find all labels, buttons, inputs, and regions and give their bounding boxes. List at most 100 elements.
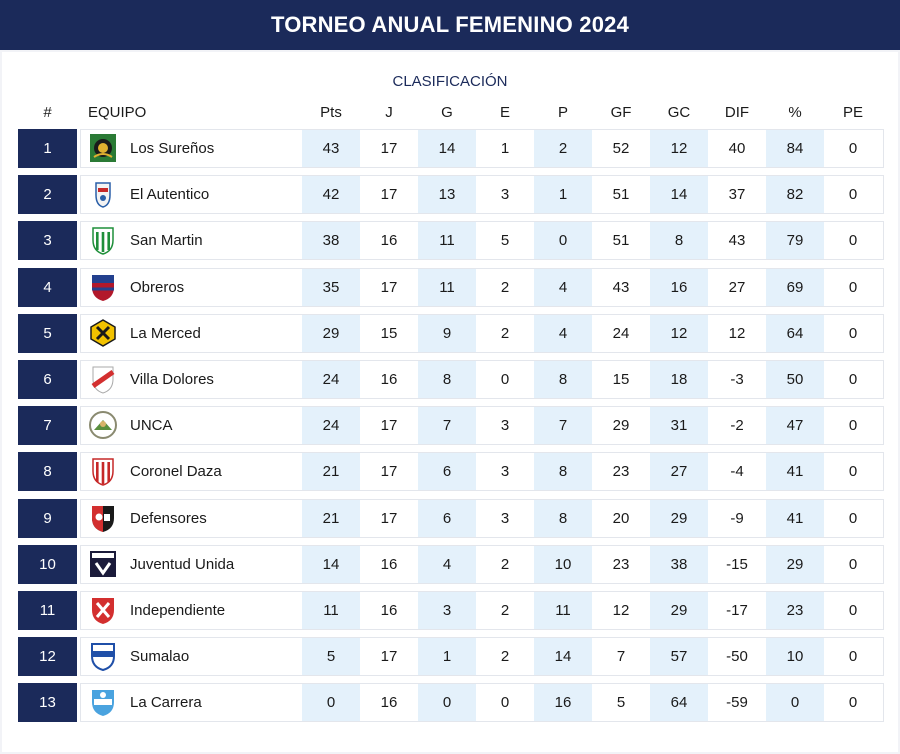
stat-cell-gc: 29 <box>650 500 708 537</box>
stat-cell-dif: -2 <box>730 417 744 434</box>
col-header-e: E <box>499 104 510 121</box>
stat-cell-pe: 0 <box>848 232 858 249</box>
stat-cell-gf: 7 <box>616 648 626 665</box>
stat-cell-p: 2 <box>534 130 592 167</box>
team-row-box <box>80 499 884 538</box>
stat-cell-gf: 5 <box>616 694 626 711</box>
stat-cell-gf: 20 <box>612 510 630 527</box>
team-name: La Carrera <box>130 694 202 711</box>
stat-cell-dif: 43 <box>728 232 746 249</box>
stat-cell-pts: 24 <box>302 361 360 398</box>
stat-cell-p: 8 <box>534 500 592 537</box>
stat-cell-gf: 51 <box>612 232 630 249</box>
team-name: Sumalao <box>130 648 190 665</box>
stat-cell-pts: 0 <box>302 684 360 721</box>
stat-cell-dif: -50 <box>726 648 748 665</box>
stat-cell-p: 8 <box>534 453 592 490</box>
stat-cell-pe: 0 <box>848 463 858 480</box>
col-header-g: G <box>441 104 453 121</box>
stat-cell-gf: 15 <box>612 371 630 388</box>
position-cell: 10 <box>18 545 77 584</box>
stat-cell-e: 0 <box>500 694 510 711</box>
stat-cell-gf: 29 <box>612 417 630 434</box>
standings-card: CLASIFICACIÓN # EQUIPO Pts J G E P GF GC… <box>2 52 898 752</box>
stat-cell-g: 1 <box>418 638 476 675</box>
stat-cell-gf: 24 <box>612 325 630 342</box>
stat-cell-gc: 12 <box>650 130 708 167</box>
stat-cell-gc: 14 <box>650 176 708 213</box>
stat-cell-dif: 12 <box>728 325 746 342</box>
stat-cell-pct: 64 <box>766 315 824 352</box>
team-name: Los Sureños <box>130 140 215 157</box>
stat-cell-g: 3 <box>418 592 476 629</box>
stat-cell-gc: 38 <box>650 546 708 583</box>
stat-cell-gc: 29 <box>650 592 708 629</box>
stat-cell-p: 14 <box>534 638 592 675</box>
team-name: Coronel Daza <box>130 463 222 480</box>
stat-cell-gc: 31 <box>650 407 708 444</box>
stat-cell-dif: -59 <box>726 694 748 711</box>
stat-cell-j: 16 <box>380 602 398 619</box>
stat-cell-e: 2 <box>500 325 510 342</box>
team-name: Juventud Unida <box>130 556 235 573</box>
stat-cell-dif: -9 <box>730 510 744 527</box>
san-martin-crest-icon <box>92 227 114 255</box>
col-header-pct: % <box>788 104 802 121</box>
stat-cell-p: 16 <box>534 684 592 721</box>
stat-cell-e: 2 <box>500 648 510 665</box>
stat-cell-pe: 0 <box>848 371 858 388</box>
stat-cell-pts: 38 <box>302 222 360 259</box>
table-row: 5 La Merced 29 15 9 2 4 24 12 12 64 0 <box>18 314 884 353</box>
title-bar: TORNEO ANUAL FEMENINO 2024 <box>0 0 900 50</box>
stat-cell-pct: 41 <box>766 453 824 490</box>
stat-cell-p: 8 <box>534 361 592 398</box>
villa-dolores-crest-icon <box>91 366 115 394</box>
stat-cell-pts: 14 <box>302 546 360 583</box>
team-name: San Martin <box>130 232 203 249</box>
stat-cell-p: 0 <box>534 222 592 259</box>
team-name: Villa Dolores <box>130 371 214 388</box>
stat-cell-dif: -17 <box>726 602 748 619</box>
team-row-box <box>80 175 884 214</box>
stat-cell-pe: 0 <box>848 510 858 527</box>
position-cell: 1 <box>18 129 77 168</box>
stat-cell-gc: 64 <box>650 684 708 721</box>
table-row: 1 Los Sureños 43 17 14 1 2 52 12 40 84 0 <box>18 129 884 168</box>
column-headers: # EQUIPO Pts J G E P GF GC DIF % PE <box>2 104 898 124</box>
stat-cell-pct: 29 <box>766 546 824 583</box>
stat-cell-p: 10 <box>534 546 592 583</box>
los-surenos-crest-icon <box>90 134 116 162</box>
stat-cell-j: 16 <box>380 232 398 249</box>
table-row: 8 Coronel Daza 21 17 6 3 8 23 27 -4 41 0 <box>18 452 884 491</box>
stat-cell-j: 17 <box>380 463 398 480</box>
stat-cell-e: 3 <box>500 510 510 527</box>
stat-cell-pe: 0 <box>848 648 858 665</box>
position-cell: 7 <box>18 406 77 445</box>
stat-cell-pts: 21 <box>302 500 360 537</box>
stat-cell-dif: 27 <box>728 279 746 296</box>
team-row-box <box>80 545 884 584</box>
stat-cell-gc: 18 <box>650 361 708 398</box>
stat-cell-pts: 43 <box>302 130 360 167</box>
stat-cell-e: 5 <box>500 232 510 249</box>
position-cell: 11 <box>18 591 77 630</box>
stat-cell-j: 17 <box>380 186 398 203</box>
stat-cell-dif: 37 <box>728 186 746 203</box>
stat-cell-g: 13 <box>418 176 476 213</box>
table-row: 11 Independiente 11 16 3 2 11 12 29 -17 23 0 <box>18 591 884 630</box>
stat-cell-gf: 23 <box>612 463 630 480</box>
stat-cell-pe: 0 <box>848 325 858 342</box>
position-cell: 6 <box>18 360 77 399</box>
team-name: El Autentico <box>130 186 210 203</box>
table-row: 9 Defensores 21 17 6 3 8 20 29 -9 41 0 <box>18 499 884 538</box>
stat-cell-dif: -3 <box>730 371 744 388</box>
stat-cell-dif: -15 <box>726 556 748 573</box>
table-row: 2 El Autentico 42 17 13 3 1 51 14 37 82 0 <box>18 175 884 214</box>
position-cell: 3 <box>18 221 77 260</box>
stat-cell-g: 9 <box>418 315 476 352</box>
stat-cell-j: 17 <box>380 279 398 296</box>
la-merced-crest-icon <box>90 319 116 347</box>
stat-cell-e: 2 <box>500 556 510 573</box>
col-header-dif: DIF <box>724 104 750 121</box>
stat-cell-j: 16 <box>380 694 398 711</box>
